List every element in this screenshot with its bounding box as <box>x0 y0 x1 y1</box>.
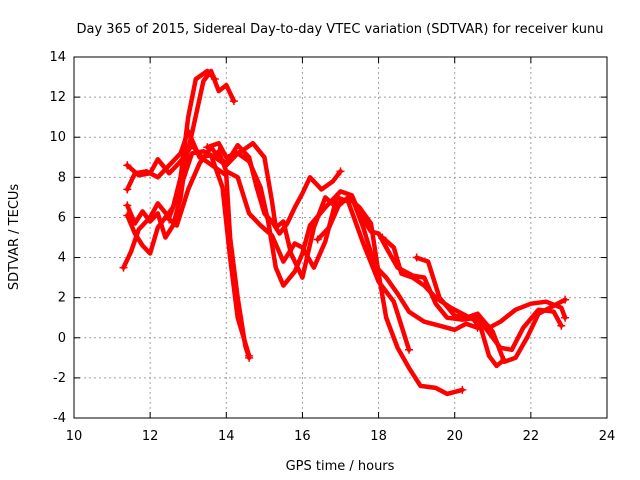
x-tick-label: 10 <box>66 429 83 444</box>
plus-marker <box>405 345 414 354</box>
plus-marker <box>229 97 238 106</box>
x-tick-label: 20 <box>446 429 463 444</box>
series-line-sat-g <box>205 140 465 397</box>
y-tick-label: 8 <box>58 170 66 185</box>
plus-marker <box>123 185 132 194</box>
plus-marker <box>484 323 493 332</box>
x-axis-ticks: 10 12 14 16 18 20 22 24 <box>66 57 616 444</box>
y-tick-label: 4 <box>58 251 66 266</box>
plus-marker <box>313 235 322 244</box>
plus-marker <box>119 263 128 272</box>
y-axis-ticks: -4 -2 0 2 4 6 8 10 12 14 <box>49 50 607 426</box>
series-line-sat-k <box>414 255 568 365</box>
plus-marker <box>336 167 345 176</box>
plus-marker <box>214 147 223 156</box>
series-line-sat-l <box>486 299 568 331</box>
y-tick-label: 10 <box>49 130 66 145</box>
x-tick-label: 22 <box>523 429 540 444</box>
plus-marker <box>557 321 566 330</box>
grid-lines <box>74 57 607 418</box>
series-line-sat-j <box>380 235 507 369</box>
plus-marker <box>203 143 212 152</box>
plus-marker <box>165 215 174 224</box>
series-line-sat-c <box>125 68 237 240</box>
plus-marker <box>210 75 219 84</box>
data-series-group <box>119 68 570 397</box>
chart-title: Day 365 of 2015, Sidereal Day-to-day VTE… <box>77 22 604 37</box>
y-tick-label: 12 <box>49 90 66 105</box>
y-tick-label: 6 <box>58 210 66 225</box>
plus-marker <box>123 161 132 170</box>
plus-marker <box>245 351 254 360</box>
y-tick-label: -4 <box>53 411 66 426</box>
x-tick-label: 18 <box>370 429 387 444</box>
plus-marker <box>123 201 132 210</box>
x-tick-label: 24 <box>599 429 616 444</box>
x-tick-label: 12 <box>142 429 159 444</box>
series-line-sat-h <box>216 149 412 353</box>
plot-frame <box>73 56 608 419</box>
y-tick-label: -2 <box>53 371 66 386</box>
plus-marker <box>378 233 387 242</box>
x-axis-label: GPS time / hours <box>286 459 395 474</box>
plus-marker <box>123 211 132 220</box>
x-tick-label: 16 <box>294 429 311 444</box>
series-line-sat-f <box>166 142 343 236</box>
y-tick-label: 2 <box>58 291 66 306</box>
plus-marker <box>458 385 467 394</box>
plus-marker <box>561 295 570 304</box>
y-axis-label: SDTVAR / TECUs <box>7 184 22 291</box>
plus-marker <box>412 253 421 262</box>
series-line-sat-e <box>121 149 564 353</box>
x-tick-label: 14 <box>218 429 235 444</box>
plus-marker <box>561 313 570 322</box>
y-tick-label: 14 <box>49 50 66 65</box>
series-line-sat-i <box>315 195 480 333</box>
y-tick-label: 0 <box>58 331 66 346</box>
